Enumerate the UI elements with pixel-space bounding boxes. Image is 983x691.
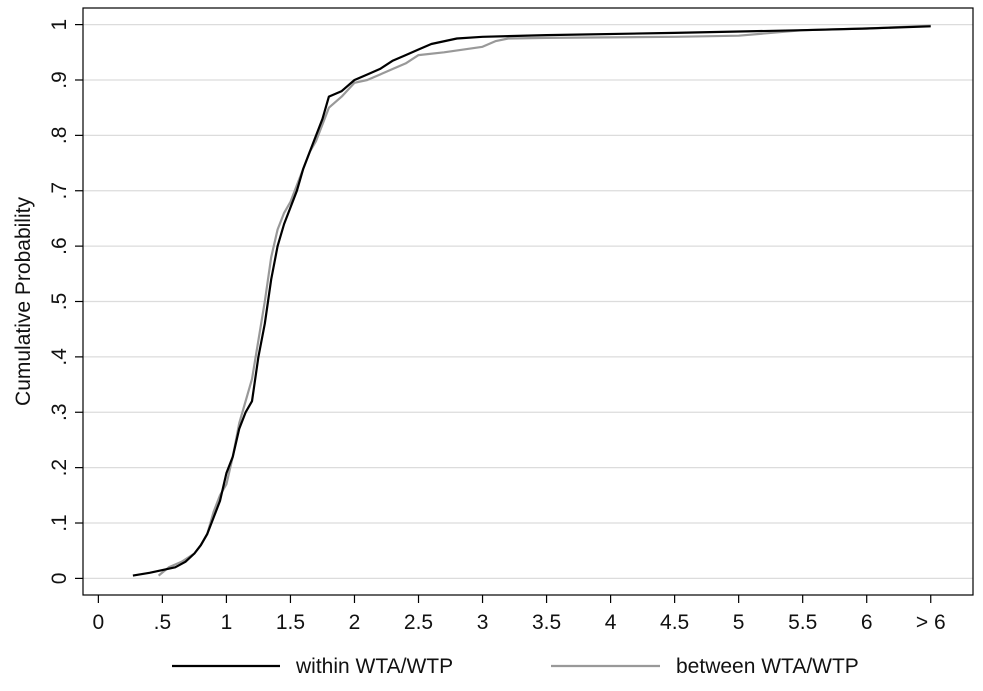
x-tick-label-8: 4 <box>605 611 617 634</box>
x-tick-label-2: 1 <box>221 611 233 634</box>
y-tick-label-1: .1 <box>48 514 71 532</box>
x-tick-label-4: 2 <box>349 611 361 634</box>
x-tick-label-0: 0 <box>93 611 105 634</box>
series-lines <box>132 24 931 577</box>
y-tick-label-8: .8 <box>48 127 71 145</box>
x-tick-label-7: 3.5 <box>532 611 561 634</box>
x-tick-label-5: 2.5 <box>404 611 433 634</box>
y-tick-label-0: 0 <box>48 573 71 585</box>
y-tick-label-3: .3 <box>48 403 71 421</box>
y-tick-label-5: .5 <box>48 293 71 311</box>
legend-label-1: between WTA/WTP <box>676 655 859 678</box>
y-tick-label-10: 1 <box>48 19 71 31</box>
x-tick-label-11: 5.5 <box>788 611 817 634</box>
legend: within WTA/WTP between WTA/WTP <box>172 655 859 678</box>
x-tick-label-6: 3 <box>477 611 489 634</box>
x-tick-label-1: .5 <box>154 611 172 634</box>
y-tick-label-4: .4 <box>48 348 71 366</box>
x-tick-label-13: > 6 <box>916 611 946 634</box>
y-tick-label-6: .6 <box>48 237 71 255</box>
x-tick-label-12: 6 <box>861 611 873 634</box>
y-axis: 0 .1 .2 .3 .4 .5 .6 .7 .8 .9 1 <box>48 19 83 584</box>
x-tick-label-3: 1.5 <box>276 611 305 634</box>
x-tick-label-9: 4.5 <box>660 611 689 634</box>
y-axis-title: Cumulative Probability <box>12 197 35 406</box>
series-line-0 <box>132 25 931 577</box>
legend-label-0: within WTA/WTP <box>295 655 453 678</box>
y-tick-label-9: .9 <box>48 71 71 89</box>
x-tick-label-10: 5 <box>733 611 745 634</box>
x-axis: 0 .5 1 1.5 2 2.5 3 3.5 4 4.5 5 5.5 6 > 6 <box>93 595 946 634</box>
y-tick-label-7: .7 <box>48 182 71 200</box>
y-tick-label-2: .2 <box>48 459 71 477</box>
